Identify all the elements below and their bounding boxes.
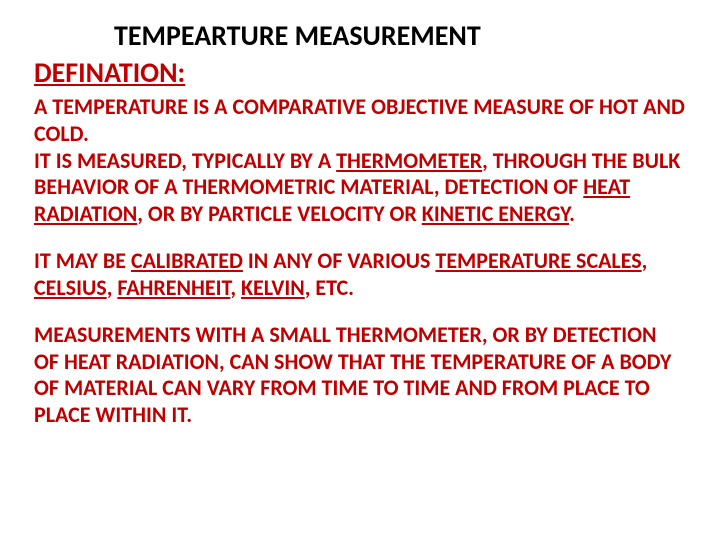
underlined-term: KINETIC ENERGY xyxy=(422,200,569,227)
underlined-term: THERMOMETER xyxy=(336,147,482,174)
text-run: IT IS MEASURED, TYPICALLY BY A xyxy=(34,147,336,174)
underlined-term: CELSIUS xyxy=(34,274,107,301)
text-run: IT MAY BE xyxy=(34,247,131,274)
definition-heading: DEFINATION: xyxy=(34,55,686,90)
paragraph-1: A TEMPERATURE IS A COMPARATIVE OBJECTIVE… xyxy=(34,94,686,228)
text-run: , xyxy=(230,274,241,301)
underlined-term: KELVIN xyxy=(241,274,305,301)
paragraph-3: MEASUREMENTS WITH A SMALL THERMOMETER, O… xyxy=(34,322,686,429)
underlined-term: TEMPERATURE SCALES xyxy=(435,247,641,274)
text-run: A TEMPERATURE IS A COMPARATIVE OBJECTIVE… xyxy=(34,93,685,147)
text-run: IN ANY OF VARIOUS xyxy=(243,247,436,274)
slide-title: TEMPEARTURE MEASUREMENT xyxy=(34,18,686,53)
text-run: , xyxy=(107,274,118,301)
underlined-term: CALIBRATED xyxy=(131,247,243,274)
text-run: MEASUREMENTS WITH A SMALL THERMOMETER, O… xyxy=(34,321,671,428)
text-run: , xyxy=(642,247,648,274)
text-run: . xyxy=(569,200,575,227)
paragraph-2: IT MAY BE CALIBRATED IN ANY OF VARIOUS T… xyxy=(34,248,686,302)
text-run: , OR BY PARTICLE VELOCITY OR xyxy=(137,200,422,227)
text-run: , ETC. xyxy=(305,274,354,301)
underlined-term: FAHRENHEIT xyxy=(117,274,230,301)
